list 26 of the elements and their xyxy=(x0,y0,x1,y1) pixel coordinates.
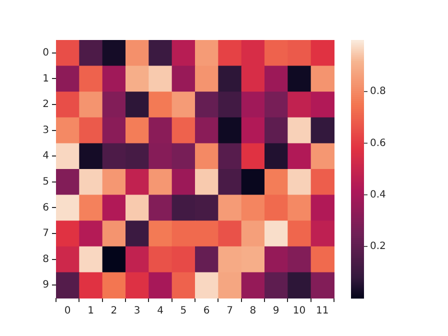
y-tick-label: 7 xyxy=(42,228,49,240)
x-tick-label: 5 xyxy=(180,306,187,317)
x-tick-label: 1 xyxy=(88,306,94,317)
y-tick-label: 9 xyxy=(42,280,49,291)
x-tick-label: 10 xyxy=(292,306,306,317)
y-tick-label: 3 xyxy=(42,124,49,136)
y-tick-label: 2 xyxy=(42,99,49,110)
x-tick-label: 7 xyxy=(226,306,233,317)
x-tick-label: 4 xyxy=(157,306,164,317)
y-tick-label: 5 xyxy=(42,176,49,188)
color-bar-label: 0.6 xyxy=(370,138,386,149)
x-tick-label: 8 xyxy=(250,306,256,317)
y-tick-label: 1 xyxy=(42,73,49,84)
color-bar-label: 0.8 xyxy=(370,86,386,98)
y-tick-label: 6 xyxy=(42,202,49,214)
y-tick-label: 8 xyxy=(42,254,49,265)
x-tick-label: 0 xyxy=(64,306,71,317)
x-tick-label: 2 xyxy=(110,306,118,317)
y-tick-label: 0 xyxy=(42,47,49,58)
x-tick-label: 3 xyxy=(134,306,140,317)
y-tick-label: 4 xyxy=(42,150,49,162)
x-tick-label: 9 xyxy=(272,306,280,317)
x-tick-label: 11 xyxy=(316,306,329,317)
x-tick-label: 6 xyxy=(203,306,210,317)
color-bar-label: 0.4 xyxy=(370,189,386,200)
color-bar-label: 0.2 xyxy=(370,240,386,252)
